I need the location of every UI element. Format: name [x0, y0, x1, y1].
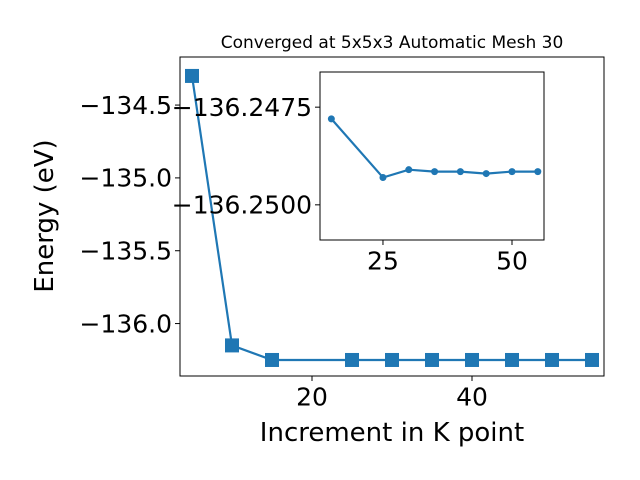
data-point-marker — [465, 352, 479, 367]
data-point-marker — [385, 352, 399, 367]
data-point-marker — [456, 168, 464, 176]
x-tick-label: 25 — [367, 246, 399, 275]
inset-ticks: 25 50 −136.2500 −136.2475 — [172, 93, 528, 275]
data-point-marker — [185, 68, 199, 83]
main-series — [185, 68, 599, 367]
data-point-marker — [534, 168, 542, 176]
data-point-marker — [225, 338, 239, 353]
y-tick-label: −135.5 — [79, 236, 172, 265]
data-point-marker — [585, 352, 599, 367]
inset-background — [320, 72, 544, 240]
x-tick-label: 40 — [456, 382, 488, 411]
y-axis-label: Energy (eV) — [30, 139, 60, 292]
data-point-marker — [545, 352, 559, 367]
x-axis-label: Increment in K point — [260, 418, 524, 448]
data-point-marker — [505, 352, 519, 367]
x-tick-label: 50 — [496, 246, 528, 275]
main-plot-frame — [179, 56, 605, 377]
data-point-marker — [345, 352, 359, 367]
data-point-marker — [405, 166, 413, 174]
data-point-marker — [508, 168, 516, 176]
data-point-marker — [482, 170, 490, 178]
data-point-marker — [425, 352, 439, 367]
series-line — [330, 118, 538, 179]
y-tick-label: −136.0 — [79, 309, 172, 338]
y-tick-label: −135.0 — [79, 164, 172, 193]
data-point-marker — [431, 168, 439, 176]
series-line — [190, 75, 592, 362]
main-chart: Converged at 5x5x3 Automatic Mesh 30 Inc… — [30, 33, 605, 448]
chart-title: Converged at 5x5x3 Automatic Mesh 30 — [221, 33, 564, 53]
main-ticks: 20 40 −134.5 −135.0 −135.5 −136.0 — [79, 91, 487, 411]
inset-plot-frame — [319, 71, 545, 241]
y-tick-label: −136.2475 — [172, 93, 312, 122]
data-point-marker — [379, 173, 387, 181]
inset-chart: 25 50 −136.2500 −136.2475 — [172, 71, 545, 275]
y-tick-label: −136.2500 — [172, 191, 312, 220]
data-point-marker — [265, 352, 279, 367]
y-tick-label: −134.5 — [79, 91, 172, 120]
data-point-marker — [327, 115, 335, 123]
x-tick-label: 20 — [296, 382, 328, 411]
inset-series — [327, 115, 542, 181]
